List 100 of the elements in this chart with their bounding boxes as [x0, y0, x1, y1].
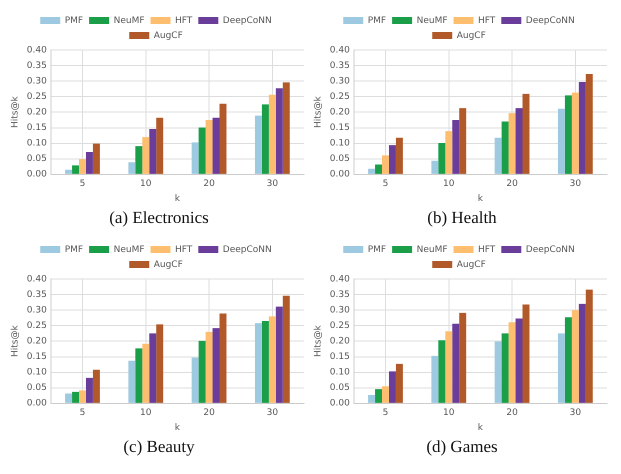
legend-label: HFT — [175, 16, 193, 26]
y-tick-label: 0.30 — [26, 305, 48, 316]
bar — [516, 108, 523, 174]
y-tick-label: 0.20 — [330, 336, 350, 347]
y-tick-label: 0.30 — [330, 305, 350, 316]
x-axis-title: k — [478, 194, 484, 204]
legend-label: PMF — [64, 16, 84, 26]
x-tick-label: 20 — [506, 408, 518, 418]
y-axis-title: Hits@k — [314, 96, 324, 128]
bar — [431, 160, 438, 174]
y-tick-label: 0.35 — [330, 60, 350, 71]
bar — [79, 159, 86, 174]
y-tick-label: 0.25 — [330, 320, 350, 331]
text: (a) Electronics — [109, 208, 209, 228]
y-tick-label: 0.25 — [26, 320, 47, 331]
bar — [564, 317, 572, 403]
legend-label: AugCF — [154, 260, 183, 270]
text: (c) Beauty — [123, 437, 195, 457]
x-tick-label: 5 — [80, 179, 86, 190]
bar — [502, 333, 509, 403]
bar — [86, 152, 93, 174]
bar — [438, 142, 446, 174]
bar — [92, 370, 100, 403]
x-tick-label: 30 — [570, 408, 582, 418]
y-tick-label: 0.00 — [26, 170, 48, 180]
bar — [578, 304, 586, 403]
bar — [65, 170, 72, 174]
bar — [276, 88, 283, 174]
x-tick-label: 5 — [382, 408, 388, 418]
bar — [445, 331, 452, 403]
text: (d) Games — [426, 437, 498, 457]
y-tick-label: 0.05 — [26, 383, 47, 394]
legend-label: AugCF — [456, 260, 486, 270]
bar — [268, 94, 276, 174]
bar — [494, 342, 502, 403]
y-tick-label: 0.40 — [330, 274, 350, 284]
bar — [396, 364, 403, 403]
bar — [220, 104, 226, 174]
bar — [156, 324, 164, 403]
bar — [156, 118, 164, 174]
y-tick-label: 0.40 — [26, 45, 48, 56]
y-tick-label: 0.05 — [330, 154, 350, 164]
y-tick-label: 0.20 — [26, 108, 48, 118]
bar — [522, 94, 530, 174]
y-tick-label: 0.35 — [26, 60, 47, 71]
bar — [516, 318, 523, 403]
legend-label: DeepCoNN — [526, 244, 575, 255]
legend-label: PMF — [368, 16, 386, 26]
y-tick-label: 0.05 — [26, 154, 47, 164]
bar — [572, 310, 579, 403]
bar — [382, 386, 389, 403]
bar — [128, 162, 136, 174]
bar — [262, 320, 269, 403]
y-tick-label: 0.10 — [26, 368, 48, 378]
y-tick-label: 0.00 — [330, 398, 350, 409]
legend-label: NeuMF — [416, 16, 448, 26]
text: (b) Health — [427, 208, 497, 228]
y-axis-title: Hits@k — [10, 324, 21, 358]
legend-label: PMF — [64, 244, 84, 255]
bar — [86, 378, 93, 403]
bar — [268, 316, 276, 403]
legend-label: DeepCoNN — [222, 16, 272, 26]
y-tick-label: 0.20 — [330, 108, 350, 118]
legend-label: NeuMF — [114, 16, 145, 26]
bar — [79, 390, 86, 403]
x-tick-label: 5 — [80, 408, 86, 418]
bar — [452, 324, 460, 403]
legend-label: AugCF — [456, 30, 486, 41]
bar — [445, 131, 452, 174]
bar — [368, 168, 376, 174]
y-tick-label: 0.25 — [330, 92, 350, 102]
x-tick-label: 10 — [140, 179, 152, 190]
x-tick-label: 20 — [203, 179, 216, 190]
y-tick-label: 0.10 — [26, 138, 48, 149]
y-tick-label: 0.35 — [26, 290, 47, 300]
bar — [282, 296, 290, 403]
y-tick-label: 0.00 — [26, 398, 48, 409]
bar — [128, 360, 136, 403]
y-tick-label: 0.10 — [330, 138, 350, 149]
bar — [206, 120, 213, 174]
bar — [459, 108, 466, 174]
bar — [578, 82, 586, 174]
bar — [431, 356, 438, 403]
bar — [212, 118, 220, 174]
bar — [396, 138, 403, 174]
bar — [558, 108, 565, 174]
bar — [220, 314, 226, 403]
bar — [206, 332, 213, 403]
x-axis-title: k — [174, 194, 181, 204]
y-tick-label: 0.10 — [330, 368, 350, 378]
bar — [135, 348, 142, 403]
y-tick-label: 0.40 — [26, 274, 48, 284]
y-tick-label: 0.15 — [26, 123, 47, 134]
bar — [564, 95, 572, 174]
x-axis-title: k — [174, 422, 181, 433]
legend-label: PMF — [368, 244, 386, 255]
y-tick-label: 0.15 — [330, 352, 350, 362]
bar — [572, 92, 579, 174]
legend-label: DeepCoNN — [222, 244, 272, 255]
bar — [459, 312, 466, 403]
